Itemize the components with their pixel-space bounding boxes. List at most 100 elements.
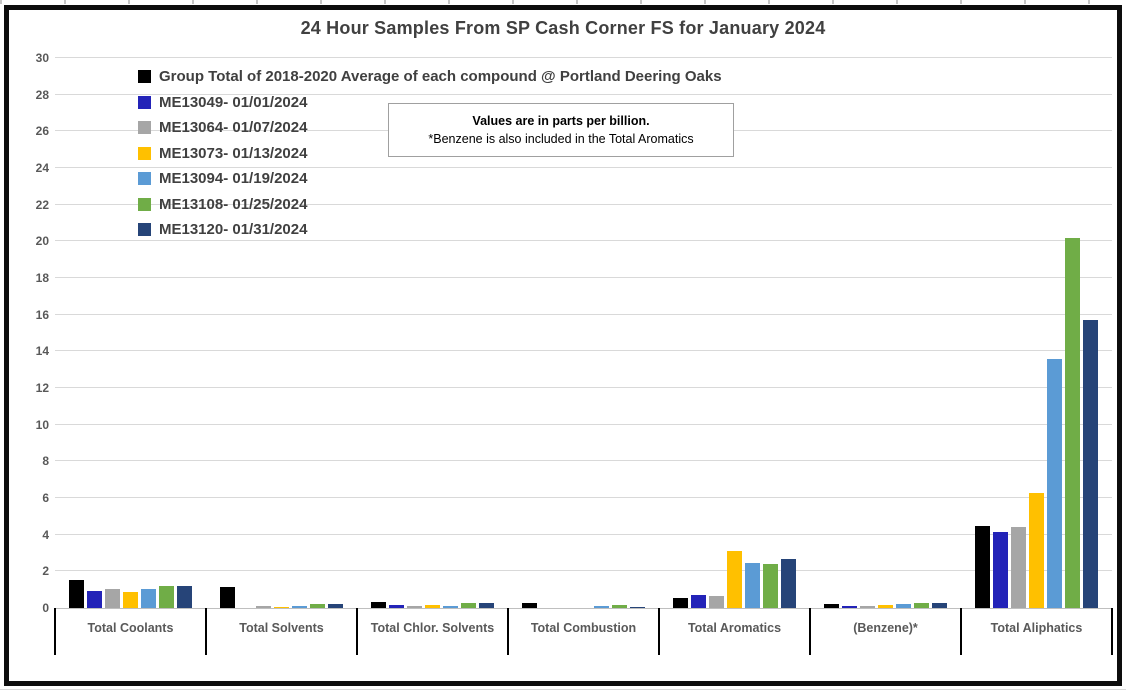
legend-swatch-icon	[138, 95, 151, 109]
y-tick-label: 20	[35, 234, 49, 249]
bar	[425, 605, 440, 608]
x-axis-label: Total Combustion	[530, 621, 637, 635]
bar	[159, 586, 174, 608]
bar	[443, 605, 458, 608]
bar	[274, 606, 289, 608]
y-tick-label: 24	[35, 161, 49, 175]
gridline	[55, 570, 1112, 572]
bar	[975, 525, 990, 608]
bar	[69, 579, 84, 608]
bar	[691, 595, 706, 608]
y-tick-label: 6	[42, 491, 49, 505]
bar	[389, 605, 404, 608]
bar	[522, 603, 537, 608]
bars-layer	[55, 58, 1112, 608]
bar	[292, 605, 307, 608]
bar	[461, 603, 476, 608]
y-tick-label: 16	[35, 307, 49, 322]
bar	[328, 604, 343, 608]
bar	[105, 588, 120, 608]
bar	[594, 606, 609, 608]
annotation-benzene-note: *Benzene is also included in the Total A…	[428, 132, 694, 147]
y-tick-label: 26	[35, 124, 49, 139]
category-bar-group	[508, 58, 659, 608]
bar	[123, 591, 138, 608]
chart-title: 24 Hour Samples From SP Cash Corner FS f…	[300, 18, 826, 38]
legend-label: ME13049- 01/01/2024	[159, 93, 308, 111]
y-tick-label: 2	[42, 564, 49, 579]
bar	[177, 586, 192, 608]
legend-item: ME13108- 01/25/2024	[138, 192, 722, 218]
legend-label: ME13094- 01/19/2024	[159, 170, 308, 188]
x-axis-label: Total Aromatics	[687, 621, 782, 635]
gridline	[55, 350, 1112, 352]
x-axis-label: Total Coolants	[87, 621, 174, 635]
y-tick-label: 14	[35, 344, 49, 359]
y-tick-label: 10	[35, 417, 49, 432]
annotation-box: Values are in parts per billion. *Benzen…	[388, 103, 734, 158]
chart-object: 24 Hour Samples From SP Cash Corner FS f…	[4, 5, 1122, 686]
y-tick-label: 18	[35, 271, 49, 285]
bar	[87, 590, 102, 608]
bar	[141, 588, 156, 608]
bar	[1065, 237, 1080, 608]
y-tick-label: 4	[42, 527, 49, 542]
gridline	[55, 387, 1112, 388]
bar	[763, 564, 778, 608]
bar	[932, 603, 947, 608]
bar	[781, 558, 796, 608]
legend-item: ME13049- 01/01/2024	[138, 90, 722, 116]
legend-item: Group Total of 2018-2020 Average of each…	[138, 64, 722, 90]
legend-item: ME13073- 01/13/2024	[138, 141, 722, 167]
gridline	[55, 57, 1112, 58]
bar	[1011, 527, 1026, 608]
gridline	[55, 277, 1112, 278]
category-bar-group	[810, 58, 961, 608]
y-tick-label: 8	[42, 454, 49, 469]
legend-swatch-icon	[138, 121, 151, 135]
bar	[914, 602, 929, 608]
gridline	[55, 93, 1112, 95]
category-separator	[809, 608, 811, 655]
legend-label: ME13120- 01/31/2024	[159, 221, 308, 239]
gridline	[55, 423, 1112, 425]
bar	[220, 586, 235, 608]
gridline	[55, 533, 1112, 535]
bar	[479, 603, 494, 608]
annotation-units-note: Values are in parts per billion.	[472, 114, 650, 128]
sheet-column-ticks	[0, 0, 1126, 4]
gridline	[55, 497, 1112, 498]
x-axis: Total Coolants Total Solvents Total Chlor.…	[54, 608, 1113, 658]
legend-swatch-icon	[138, 172, 151, 186]
bar	[896, 604, 911, 608]
x-axis-line	[55, 608, 1112, 609]
gridline	[55, 167, 1112, 168]
bar	[878, 605, 893, 608]
bar	[709, 596, 724, 608]
gridline	[55, 313, 1112, 315]
category-separator	[356, 608, 358, 655]
category-separator	[54, 608, 56, 655]
category-bar-group	[961, 58, 1112, 608]
bar	[256, 606, 271, 608]
x-axis-label: Total Solvents	[239, 621, 324, 635]
legend-item: ME13064- 01/07/2024	[138, 115, 722, 141]
category-separator	[205, 608, 207, 655]
bar	[630, 606, 645, 608]
bar	[1083, 320, 1098, 608]
bar	[727, 551, 742, 608]
y-axis: 0 2 4 6 8 10 12 14 16 18 20 22 24 26 28 30	[17, 51, 49, 615]
bar	[407, 606, 422, 608]
legend-label: ME13108- 01/25/2024	[159, 195, 308, 213]
legend-swatch-icon	[138, 223, 151, 237]
x-axis-label: (Benzene)*	[853, 621, 918, 635]
legend-label: Group Total of 2018-2020 Average of each…	[159, 68, 722, 86]
legend-item: ME13120- 01/31/2024	[138, 217, 722, 243]
legend-swatch-icon	[138, 70, 151, 84]
legend-swatch-icon	[138, 197, 151, 211]
y-tick-label: 28	[35, 87, 49, 102]
category-separator	[1111, 608, 1113, 655]
x-axis-label: Total Chlor. Solvents	[370, 621, 495, 635]
bar	[1047, 358, 1062, 608]
